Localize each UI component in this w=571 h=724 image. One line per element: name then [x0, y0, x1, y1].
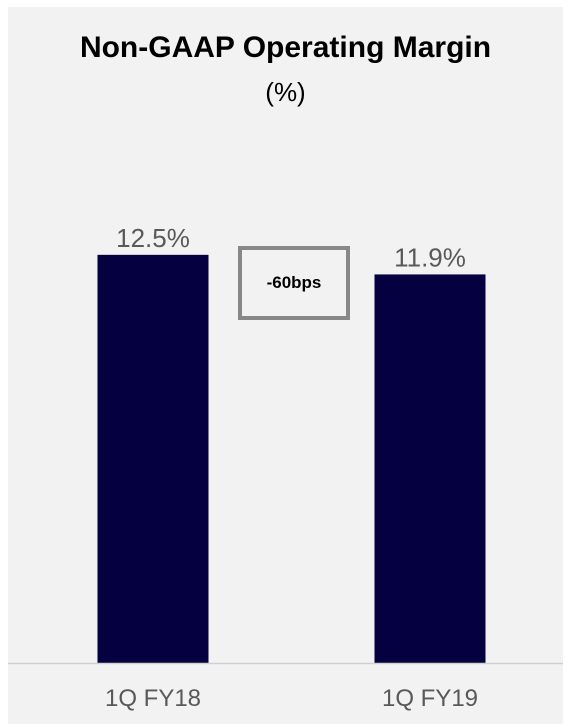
labels-group: 12.5% 1Q FY18 11.9% 1Q FY19 [105, 223, 478, 712]
bars-group [97, 254, 486, 663]
bar-1q-fy18 [97, 254, 209, 663]
change-annotation-text: -60bps [266, 273, 322, 292]
data-label: 12.5% [116, 223, 190, 253]
bar-1q-fy19 [374, 274, 486, 663]
data-label: 11.9% [394, 242, 466, 272]
change-annotation-box: -60bps [238, 246, 350, 320]
x-tick-label: 1Q FY19 [382, 685, 478, 712]
chart-subtitle: (%) [265, 77, 306, 107]
x-tick-label: 1Q FY18 [105, 685, 201, 712]
chart-title: Non-GAAP Operating Margin [79, 31, 492, 64]
